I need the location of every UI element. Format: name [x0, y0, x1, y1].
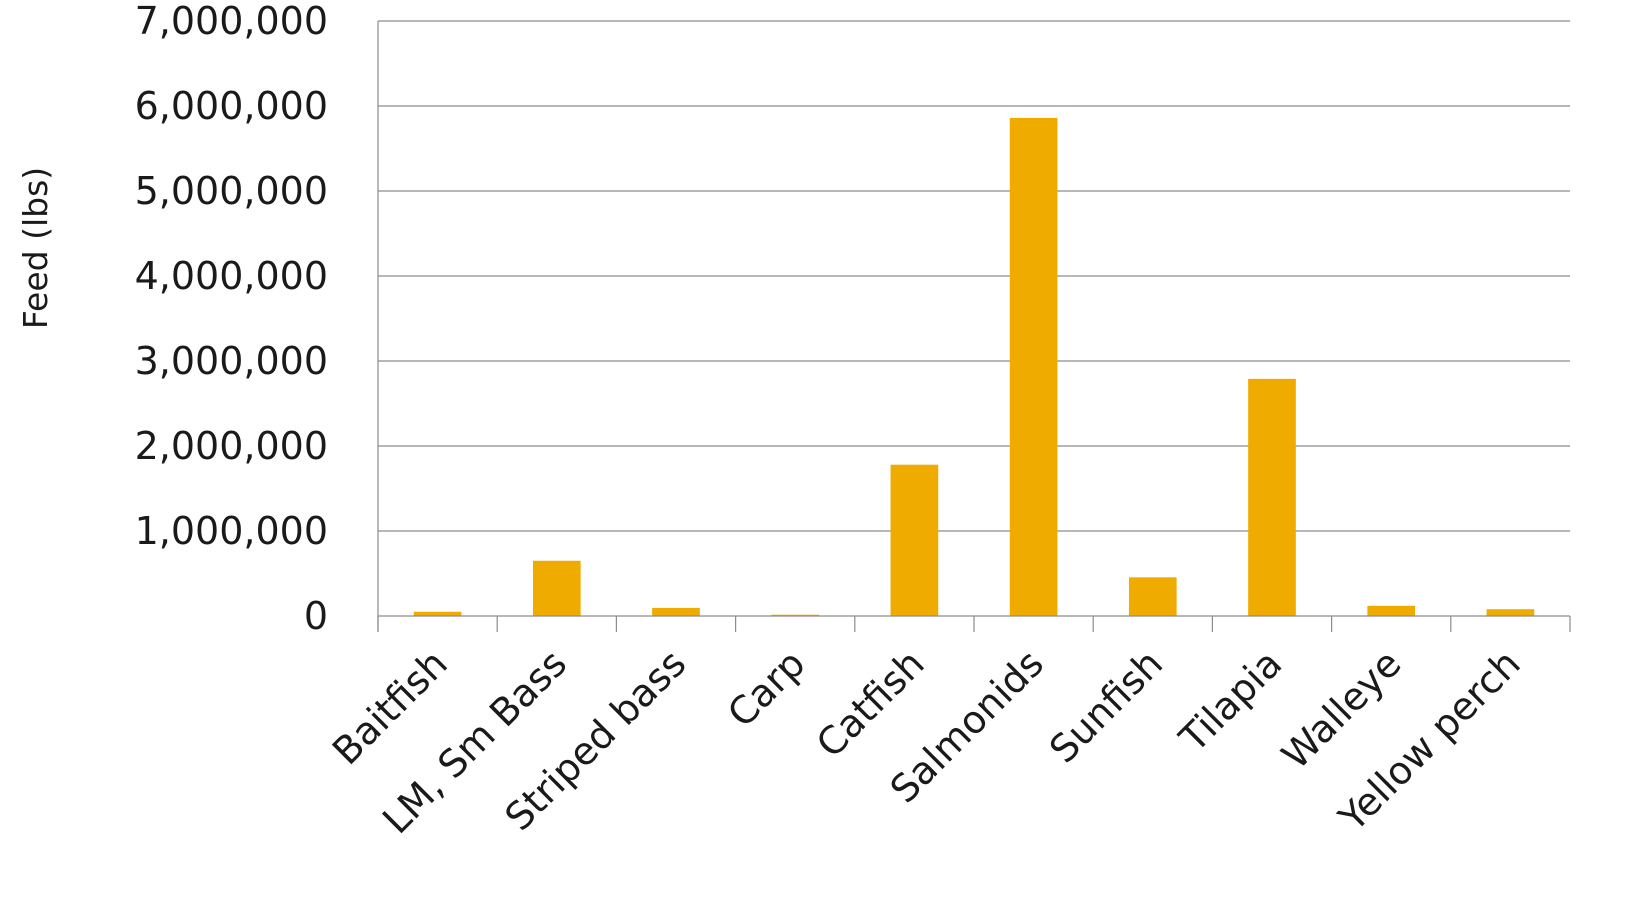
bars — [413, 117, 1535, 617]
y-tick-label: 3,000,000 — [135, 339, 328, 383]
y-tick-label: 0 — [304, 594, 328, 638]
gridlines — [378, 20, 1570, 532]
bar — [890, 464, 939, 616]
y-tick-label: 7,000,000 — [135, 0, 328, 43]
y-tick-label: 2,000,000 — [135, 424, 328, 468]
x-tick-label: Tilapia — [1171, 641, 1291, 761]
bar — [1009, 117, 1058, 617]
bar — [1128, 577, 1177, 616]
bar — [413, 611, 462, 616]
bar — [652, 607, 700, 616]
bar — [1367, 605, 1416, 616]
y-tick-label: 5,000,000 — [135, 169, 328, 213]
axes — [377, 21, 1571, 632]
bar — [532, 560, 581, 616]
x-tick-label: Carp — [719, 641, 813, 735]
y-tick-label: 6,000,000 — [135, 84, 328, 128]
bar — [1486, 609, 1535, 616]
y-axis-title: Feed (lbs) — [16, 167, 55, 329]
bar — [1248, 378, 1296, 616]
y-tick-label: 1,000,000 — [135, 509, 328, 553]
y-tick-labels: 0 1,000,000 2,000,000 3,000,000 4,000,000 5,0… — [135, 0, 328, 638]
y-tick-label: 4,000,000 — [135, 254, 328, 298]
x-tick-label: Sunfish — [1041, 641, 1171, 771]
